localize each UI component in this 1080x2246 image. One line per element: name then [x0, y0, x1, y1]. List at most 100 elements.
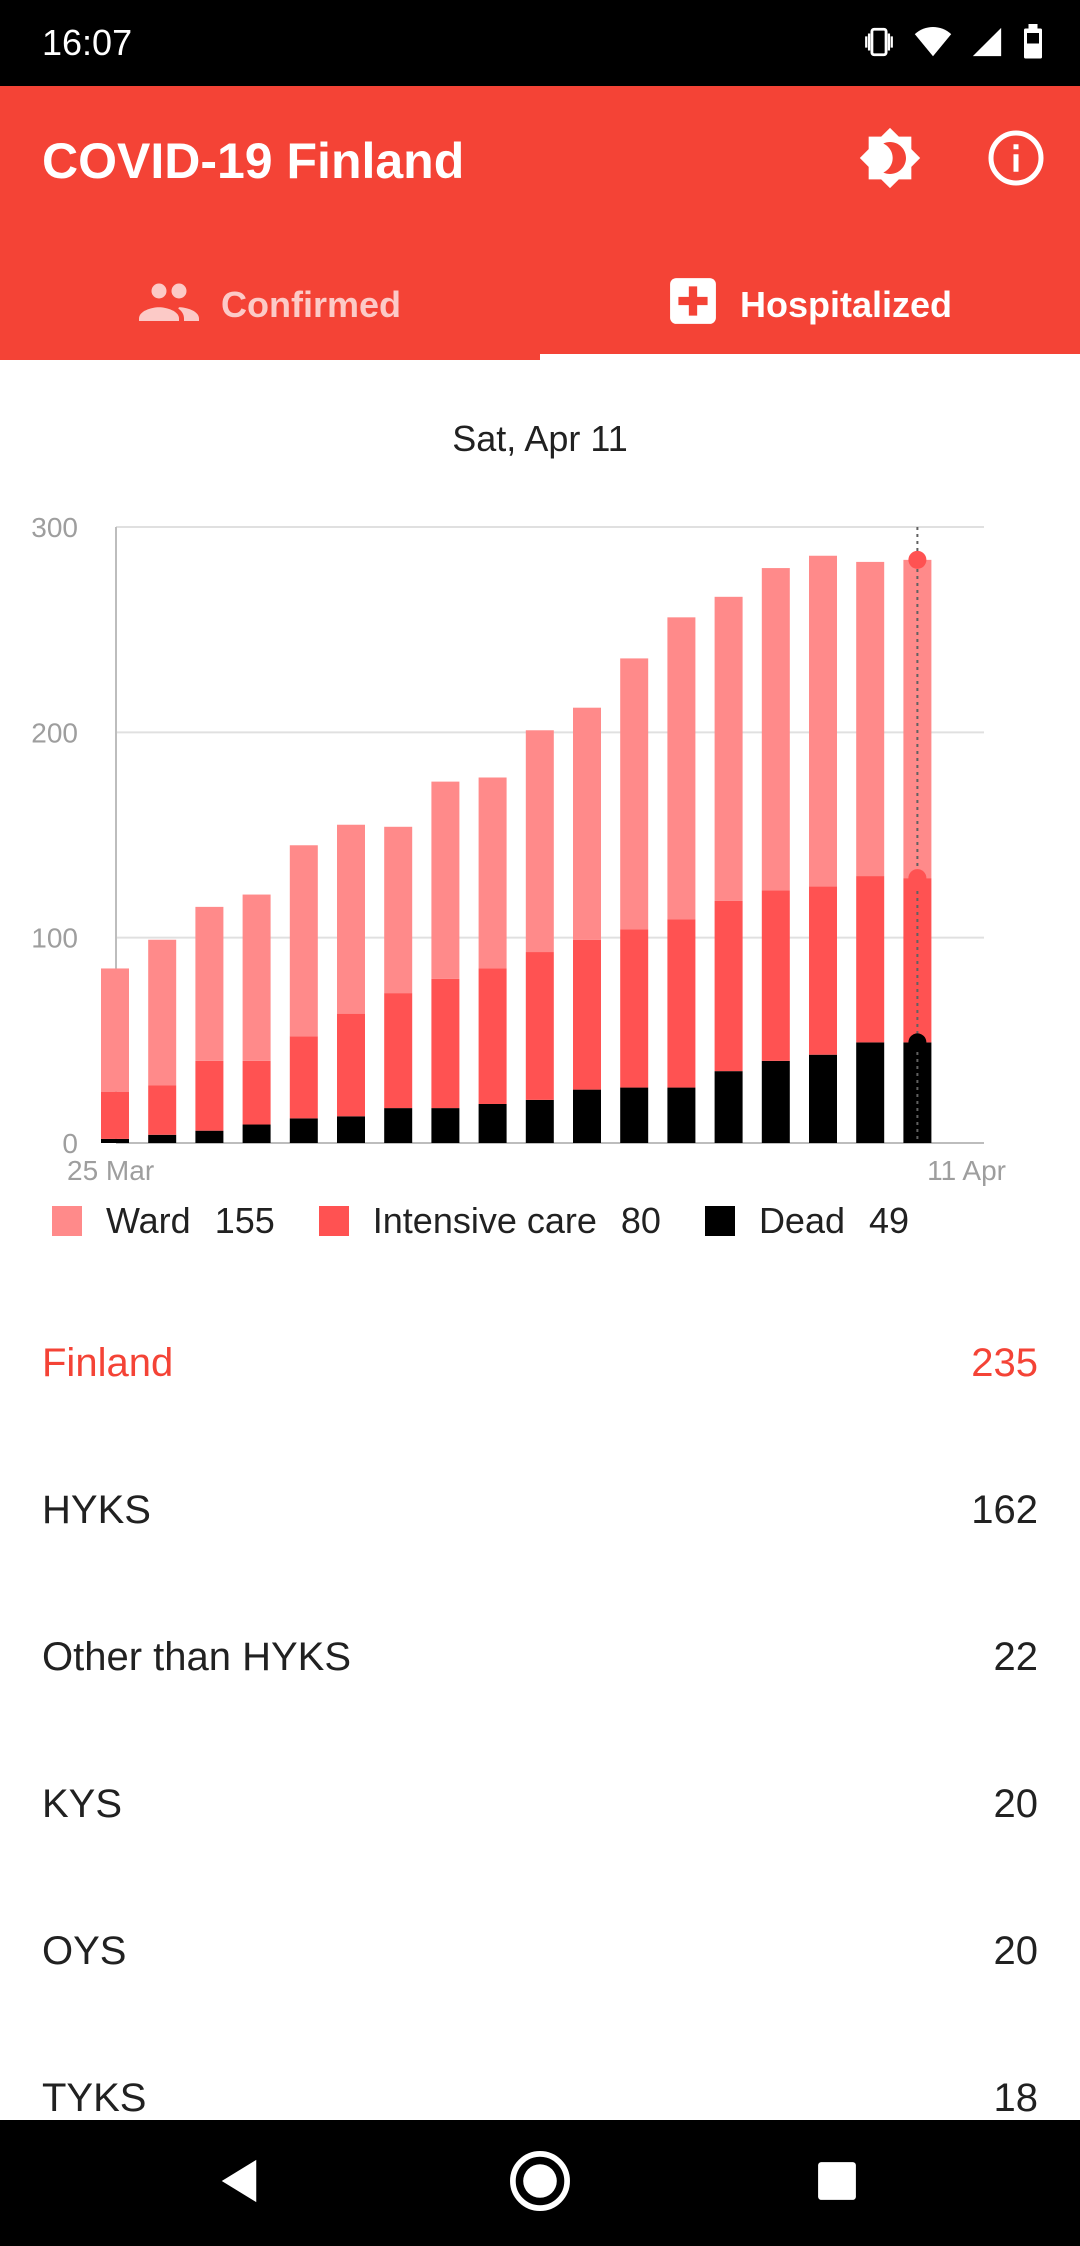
- y-tick-label: 200: [31, 717, 78, 748]
- bar-ward: [525, 730, 554, 953]
- region-value: 162: [971, 1488, 1038, 1532]
- x-tick-label-end: 11 Apr: [927, 1155, 1006, 1186]
- system-nav-bar: [0, 2120, 1080, 2246]
- bar-intensive-care: [431, 978, 460, 1109]
- bar-dead: [525, 1099, 554, 1143]
- tab-hospitalized[interactable]: Hospitalized: [540, 250, 1080, 360]
- bar-ward: [101, 968, 129, 1092]
- bar-intensive-care: [573, 939, 601, 1090]
- theme-toggle-button[interactable]: [854, 124, 926, 196]
- recents-button[interactable]: [806, 2152, 868, 2214]
- chart-svg[interactable]: 0 100 200 300 25 Mar 11 Apr: [0, 500, 1080, 1200]
- selection-dot: [908, 1033, 927, 1052]
- bar-dead: [667, 1087, 696, 1143]
- bar-ward: [714, 596, 743, 901]
- info-button[interactable]: [980, 124, 1052, 196]
- bar-intensive-care: [195, 1060, 224, 1131]
- app-bar: COVID-19 Finland Confirmed Hospitalized: [0, 86, 1080, 360]
- region-name: OYS: [42, 1929, 127, 1973]
- legend-ward: Ward 155: [52, 1200, 275, 1242]
- home-button[interactable]: [509, 2150, 571, 2214]
- chart-legend: Ward 155 Intensive care 80 Dead 49: [52, 1196, 953, 1246]
- tab-confirmed-label: Confirmed: [221, 284, 401, 325]
- bar-dead: [242, 1124, 271, 1143]
- legend-dead-value: 49: [869, 1200, 910, 1241]
- y-tick-label: 300: [31, 512, 78, 543]
- region-value: 18: [993, 2076, 1039, 2120]
- bar-intensive-care: [525, 952, 554, 1100]
- bar-intensive-care: [384, 993, 413, 1109]
- bar-intensive-care: [714, 900, 743, 1072]
- bar-dead: [289, 1118, 318, 1143]
- info-icon: [986, 128, 1046, 193]
- bar-ward: [148, 939, 177, 1086]
- battery-icon: [1022, 23, 1044, 65]
- list-item-hyks[interactable]: HYKS 162: [0, 1437, 1080, 1584]
- bar-ward: [289, 845, 318, 1037]
- x-tick-label-start: 25 Mar: [67, 1155, 154, 1186]
- bar-intensive-care: [856, 876, 885, 1043]
- bar-dead: [384, 1108, 413, 1143]
- bar-intensive-care: [478, 968, 507, 1104]
- wifi-icon: [914, 25, 952, 64]
- bar-intensive-care: [761, 890, 790, 1061]
- list-item-tyks[interactable]: TYKS 18: [0, 2025, 1080, 2172]
- vibrate-icon: [862, 25, 896, 64]
- list-item-oys[interactable]: OYS 20: [0, 1878, 1080, 2025]
- bar-dead: [714, 1071, 743, 1143]
- list-item-other-than-hyks[interactable]: Other than HYKS 22: [0, 1584, 1080, 1731]
- bar-ward: [195, 906, 224, 1061]
- legend-dead: Dead 49: [704, 1200, 910, 1242]
- bar-dead: [761, 1060, 790, 1143]
- bar-ward: [384, 826, 413, 994]
- bar-dead: [431, 1108, 460, 1143]
- region-value: 235: [971, 1341, 1038, 1385]
- tab-confirmed[interactable]: Confirmed: [0, 250, 540, 360]
- legend-ward-value: 155: [214, 1200, 275, 1241]
- back-icon: [217, 2158, 261, 2209]
- bar-ward: [761, 568, 790, 891]
- tab-hospitalized-label: Hospitalized: [739, 284, 953, 325]
- region-name: HYKS: [42, 1488, 151, 1532]
- bar-dead: [101, 1138, 129, 1143]
- region-name: KYS: [42, 1782, 123, 1826]
- region-value: 20: [993, 1782, 1039, 1826]
- region-name: Other than HYKS: [42, 1635, 352, 1679]
- list-item-finland[interactable]: Finland 235: [0, 1290, 1080, 1437]
- bar-dead: [573, 1089, 601, 1143]
- people-icon: [139, 280, 199, 331]
- bar-dead: [337, 1116, 365, 1143]
- tab-indicator: [540, 354, 1080, 360]
- legend-intensive-care-label: Intensive care: [372, 1200, 597, 1241]
- legend-intensive-care: Intensive care 80: [318, 1200, 661, 1242]
- bar-intensive-care: [242, 1060, 271, 1125]
- y-tick-label: 0: [62, 1128, 78, 1159]
- legend-intensive-care-value: 80: [620, 1200, 661, 1241]
- region-list: Finland 235 HYKS 162 Other than HYKS 22 …: [0, 1290, 1080, 2172]
- hospitalized-chart[interactable]: 0 100 200 300 25 Mar 11 Apr: [0, 500, 1080, 1200]
- bar-ward: [242, 894, 271, 1061]
- bar-intensive-care: [667, 919, 696, 1088]
- bar-dead: [195, 1130, 224, 1143]
- legend-ward-swatch: [52, 1206, 82, 1236]
- bar-ward: [809, 555, 837, 887]
- bar-ward: [337, 824, 365, 1014]
- bar-dead: [148, 1134, 177, 1143]
- status-icons: [862, 22, 1044, 66]
- bar-intensive-care: [620, 929, 649, 1088]
- selection-dot: [908, 869, 927, 888]
- list-item-kys[interactable]: KYS 20: [0, 1731, 1080, 1878]
- status-bar: 16:07: [0, 0, 1080, 86]
- bar-dead: [809, 1054, 837, 1143]
- bar-ward: [856, 561, 885, 877]
- selected-date: Sat, Apr 11: [452, 418, 628, 459]
- bar-ward: [431, 781, 460, 979]
- region-name: Finland: [42, 1341, 174, 1385]
- legend-intensive-care-swatch: [318, 1206, 349, 1236]
- brightness-icon: [858, 126, 922, 195]
- bar-ward: [573, 707, 601, 940]
- back-button[interactable]: [208, 2152, 270, 2214]
- bar-ward: [620, 658, 649, 930]
- legend-ward-label: Ward: [106, 1200, 191, 1241]
- bar-dead: [903, 1042, 932, 1143]
